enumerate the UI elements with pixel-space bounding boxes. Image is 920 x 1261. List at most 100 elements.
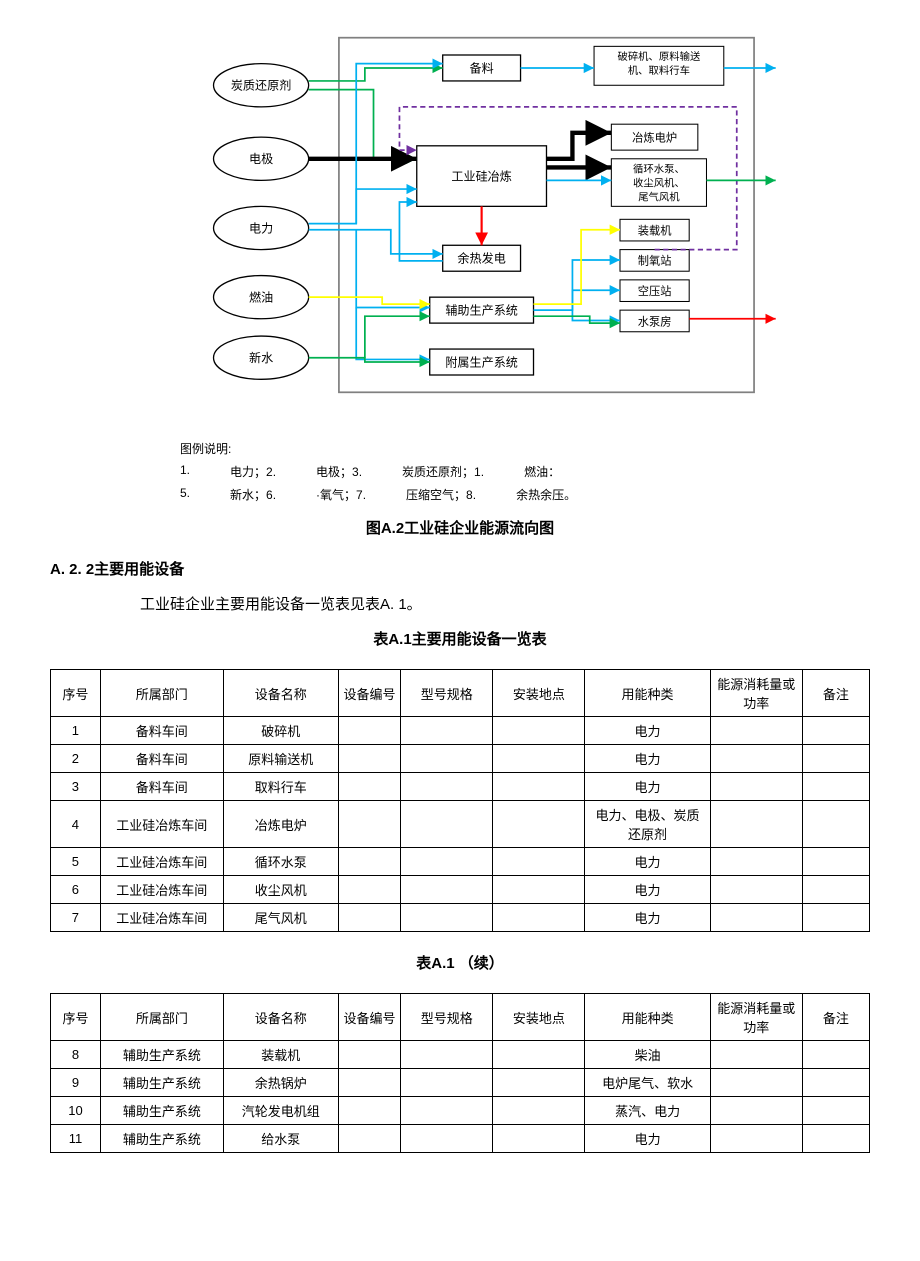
cell-code bbox=[338, 1069, 400, 1097]
col-header: 设备名称 bbox=[223, 670, 338, 717]
cell-cons bbox=[710, 745, 802, 773]
cell-cons bbox=[710, 1069, 802, 1097]
figure-caption: 图A.2工业硅企业能源流向图 bbox=[50, 517, 870, 538]
col-header: 用能种类 bbox=[585, 670, 710, 717]
cell-loc bbox=[493, 801, 585, 848]
cell-model bbox=[401, 848, 493, 876]
table-row: 7工业硅冶炼车间尾气风机 电力 bbox=[51, 904, 870, 932]
cell-code bbox=[338, 801, 400, 848]
col-header: 型号规格 bbox=[401, 670, 493, 717]
table1-body: 1备料车间破碎机电力2备料车间原料输送机电力3备料车间取料行车电力4工业硅冶炼车… bbox=[51, 717, 870, 932]
legend-row-1: 1. 电力；2. 电极；3. 炭质还原剂；1. 燃油： bbox=[180, 463, 870, 480]
svg-text:燃油: 燃油 bbox=[249, 289, 273, 304]
cell-note bbox=[802, 904, 869, 932]
svg-text:新水: 新水 bbox=[249, 350, 273, 365]
legend-1c: 电极；3. bbox=[316, 463, 362, 480]
cell-dept: 辅助生产系统 bbox=[100, 1097, 223, 1125]
cell-name: 装载机 bbox=[223, 1041, 338, 1069]
equipment-table-1: 序号所属部门设备名称设备编号型号规格安装地点用能种类能源消耗量或功率备注 1备料… bbox=[50, 669, 870, 932]
svg-text:备料: 备料 bbox=[470, 61, 494, 75]
cell-loc bbox=[493, 745, 585, 773]
cell-loc bbox=[493, 1125, 585, 1153]
cell-code bbox=[338, 717, 400, 745]
cell-loc bbox=[493, 848, 585, 876]
legend-heading: 图例说明: bbox=[180, 440, 870, 457]
cell-loc bbox=[493, 773, 585, 801]
cell-note bbox=[802, 745, 869, 773]
table1-caption: 表A.1主要用能设备一览表 bbox=[50, 628, 870, 649]
cell-idx: 4 bbox=[51, 801, 101, 848]
table-row: 4工业硅冶炼车间冶炼电炉电力、电极、炭质还原剂 bbox=[51, 801, 870, 848]
cell-model bbox=[401, 1125, 493, 1153]
cell-cons bbox=[710, 904, 802, 932]
cell-idx: 7 bbox=[51, 904, 101, 932]
cell-etype: 电力、电极、炭质还原剂 bbox=[585, 801, 710, 848]
col-header: 设备编号 bbox=[338, 994, 400, 1041]
table1-head: 序号所属部门设备名称设备编号型号规格安装地点用能种类能源消耗量或功率备注 bbox=[51, 670, 870, 717]
cell-name: 冶炼电炉 bbox=[223, 801, 338, 848]
cell-name: 汽轮发电机组 bbox=[223, 1097, 338, 1125]
cell-name: 给水泵 bbox=[223, 1125, 338, 1153]
table2-caption: 表A.1 （续） bbox=[50, 952, 870, 973]
cell-name: 取料行车 bbox=[223, 773, 338, 801]
cell-loc bbox=[493, 876, 585, 904]
svg-text:电极: 电极 bbox=[249, 152, 273, 166]
cell-code bbox=[338, 904, 400, 932]
cell-code bbox=[338, 773, 400, 801]
svg-text:电力: 电力 bbox=[249, 221, 273, 235]
cell-note bbox=[802, 1097, 869, 1125]
cell-dept: 备料车间 bbox=[100, 717, 223, 745]
table-row: 5工业硅冶炼车间循环水泵电力 bbox=[51, 848, 870, 876]
svg-text:工业硅冶炼: 工业硅冶炼 bbox=[451, 168, 511, 183]
table2-body: 8辅助生产系统装载机柴油9辅助生产系统余热锅炉电炉尾气、软水10辅助生产系统汽轮… bbox=[51, 1041, 870, 1153]
cell-idx: 11 bbox=[51, 1125, 101, 1153]
cell-cons bbox=[710, 1125, 802, 1153]
cell-loc bbox=[493, 1041, 585, 1069]
cell-etype: 电力 bbox=[585, 1125, 710, 1153]
table-row: 9辅助生产系统余热锅炉电炉尾气、软水 bbox=[51, 1069, 870, 1097]
table-row: 1备料车间破碎机电力 bbox=[51, 717, 870, 745]
cell-etype: 电力 bbox=[585, 773, 710, 801]
col-header: 所属部门 bbox=[100, 670, 223, 717]
cell-dept: 辅助生产系统 bbox=[100, 1125, 223, 1153]
cell-idx: 2 bbox=[51, 745, 101, 773]
cell-name: 原料输送机 bbox=[223, 745, 338, 773]
cell-cons bbox=[710, 801, 802, 848]
cell-etype: 电炉尾气、软水 bbox=[585, 1069, 710, 1097]
col-header: 能源消耗量或功率 bbox=[710, 670, 802, 717]
svg-text:辅助生产系统: 辅助生产系统 bbox=[445, 303, 518, 317]
cell-cons bbox=[710, 717, 802, 745]
cell-name: 破碎机 bbox=[223, 717, 338, 745]
cell-code bbox=[338, 1125, 400, 1153]
cell-model bbox=[401, 745, 493, 773]
cell-model bbox=[401, 904, 493, 932]
cell-dept: 工业硅冶炼车间 bbox=[100, 904, 223, 932]
col-header: 序号 bbox=[51, 670, 101, 717]
cell-note bbox=[802, 1041, 869, 1069]
cell-etype: 电力 bbox=[585, 876, 710, 904]
cell-idx: 8 bbox=[51, 1041, 101, 1069]
cell-idx: 9 bbox=[51, 1069, 101, 1097]
cell-idx: 1 bbox=[51, 717, 101, 745]
cell-cons bbox=[710, 848, 802, 876]
svg-text:机、取料行车: 机、取料行车 bbox=[628, 64, 690, 77]
cell-idx: 6 bbox=[51, 876, 101, 904]
col-header: 备注 bbox=[802, 670, 869, 717]
cell-etype: 电力 bbox=[585, 848, 710, 876]
cell-code bbox=[338, 1097, 400, 1125]
table-row: 8辅助生产系统装载机柴油 bbox=[51, 1041, 870, 1069]
cell-code bbox=[338, 745, 400, 773]
cell-dept: 辅助生产系统 bbox=[100, 1069, 223, 1097]
cell-name: 尾气风机 bbox=[223, 904, 338, 932]
cell-etype: 电力 bbox=[585, 904, 710, 932]
cell-code bbox=[338, 876, 400, 904]
legend-2e: 余热余压。 bbox=[516, 486, 576, 503]
legend-1e: 燃油： bbox=[524, 463, 560, 480]
legend-1b: 电力；2. bbox=[230, 463, 276, 480]
cell-loc bbox=[493, 1097, 585, 1125]
cell-cons bbox=[710, 1041, 802, 1069]
col-header: 安装地点 bbox=[493, 994, 585, 1041]
cell-name: 循环水泵 bbox=[223, 848, 338, 876]
col-header: 设备名称 bbox=[223, 994, 338, 1041]
cell-note bbox=[802, 1125, 869, 1153]
